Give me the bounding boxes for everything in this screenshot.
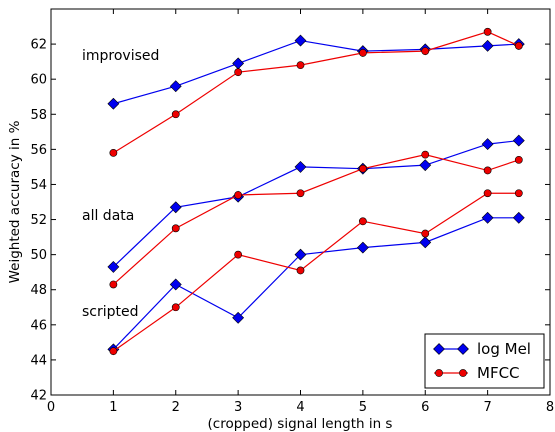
x-tick-label: 4 bbox=[296, 400, 304, 415]
data-point bbox=[358, 48, 367, 57]
data-point bbox=[481, 211, 494, 224]
data-point bbox=[294, 160, 307, 173]
y-tick-label: 44 bbox=[30, 353, 47, 368]
data-point bbox=[421, 229, 430, 238]
x-tick-label: 0 bbox=[47, 400, 55, 415]
data-point bbox=[514, 155, 523, 164]
data-point bbox=[483, 27, 492, 36]
legend-label: log Mel bbox=[477, 340, 531, 358]
y-tick-label: 50 bbox=[30, 248, 47, 263]
data-point bbox=[514, 189, 523, 198]
legend-items: log Mel MFCC bbox=[433, 340, 531, 382]
x-tick-label: 2 bbox=[172, 400, 180, 415]
x-tick-label: 3 bbox=[234, 400, 242, 415]
y-tick-label: 46 bbox=[30, 318, 47, 333]
data-point bbox=[358, 164, 367, 173]
data-point bbox=[514, 41, 523, 50]
y-tick-label: 54 bbox=[30, 178, 47, 193]
y-tick-label: 56 bbox=[30, 143, 47, 158]
data-point bbox=[483, 189, 492, 198]
group-annotation: all data bbox=[82, 208, 134, 224]
data-point bbox=[419, 159, 432, 172]
x-tick-label: 8 bbox=[546, 400, 554, 415]
data-point bbox=[107, 260, 120, 273]
y-tick-label: 62 bbox=[30, 38, 47, 53]
data-point bbox=[234, 191, 243, 199]
series-line-all-data-log-mel bbox=[112, 139, 519, 268]
data-point bbox=[171, 110, 180, 119]
data-point bbox=[109, 347, 118, 356]
legend-marker bbox=[457, 343, 469, 355]
data-point bbox=[296, 266, 305, 275]
data-point bbox=[109, 148, 118, 157]
data-point bbox=[483, 166, 492, 175]
y-tick-label: 42 bbox=[30, 389, 47, 404]
data-point bbox=[171, 224, 180, 233]
data-point bbox=[294, 248, 307, 261]
data-point bbox=[234, 250, 243, 259]
data-point bbox=[421, 47, 430, 56]
data-point bbox=[169, 201, 182, 214]
data-point bbox=[356, 241, 369, 254]
series-line-scripted-mfcc bbox=[113, 192, 519, 352]
data-point bbox=[421, 150, 430, 159]
legend-box bbox=[424, 333, 545, 389]
data-point bbox=[481, 39, 494, 52]
series-line-improvised-log-mel bbox=[113, 39, 519, 105]
plot-area bbox=[50, 8, 551, 396]
data-point bbox=[109, 280, 118, 289]
x-tick-label: 6 bbox=[421, 400, 429, 415]
y-tick-label: 52 bbox=[30, 213, 47, 228]
x-tick-label: 7 bbox=[483, 400, 491, 415]
y-tick-label: 48 bbox=[30, 283, 47, 298]
series-line-improvised-mfcc bbox=[113, 31, 520, 154]
legend-marker bbox=[435, 369, 443, 377]
data-point bbox=[296, 189, 305, 198]
data-point bbox=[107, 97, 120, 110]
data-point bbox=[169, 278, 182, 291]
annotations-layer: improvised all data scripted bbox=[82, 48, 159, 320]
data-point bbox=[294, 34, 307, 47]
data-point bbox=[419, 236, 432, 249]
group-annotation: scripted bbox=[82, 304, 139, 320]
y-tick-label: 60 bbox=[30, 73, 47, 88]
group-annotation: improvised bbox=[82, 48, 159, 64]
data-point bbox=[171, 303, 180, 312]
series-line-all-data-mfcc bbox=[112, 154, 520, 285]
y-axis-title: Weighted accuracy in % bbox=[7, 120, 23, 283]
data-point bbox=[232, 311, 245, 324]
data-point bbox=[169, 80, 182, 93]
x-tick-label: 1 bbox=[109, 400, 117, 415]
data-point bbox=[358, 217, 367, 226]
legend: log Mel MFCC bbox=[424, 333, 545, 389]
data-point bbox=[481, 138, 494, 151]
x-axis-title: (cropped) signal length in s bbox=[208, 416, 393, 432]
x-tick-label: 5 bbox=[359, 400, 367, 415]
legend-label: MFCC bbox=[477, 364, 520, 382]
series-layer bbox=[107, 27, 525, 356]
y-tick-label: 58 bbox=[30, 108, 47, 123]
data-point bbox=[512, 134, 525, 147]
legend-marker bbox=[433, 343, 445, 355]
series-line-scripted-log-mel bbox=[112, 217, 519, 350]
legend-marker bbox=[459, 369, 467, 377]
data-point bbox=[234, 68, 243, 77]
data-point bbox=[512, 211, 525, 224]
data-point bbox=[296, 61, 305, 70]
